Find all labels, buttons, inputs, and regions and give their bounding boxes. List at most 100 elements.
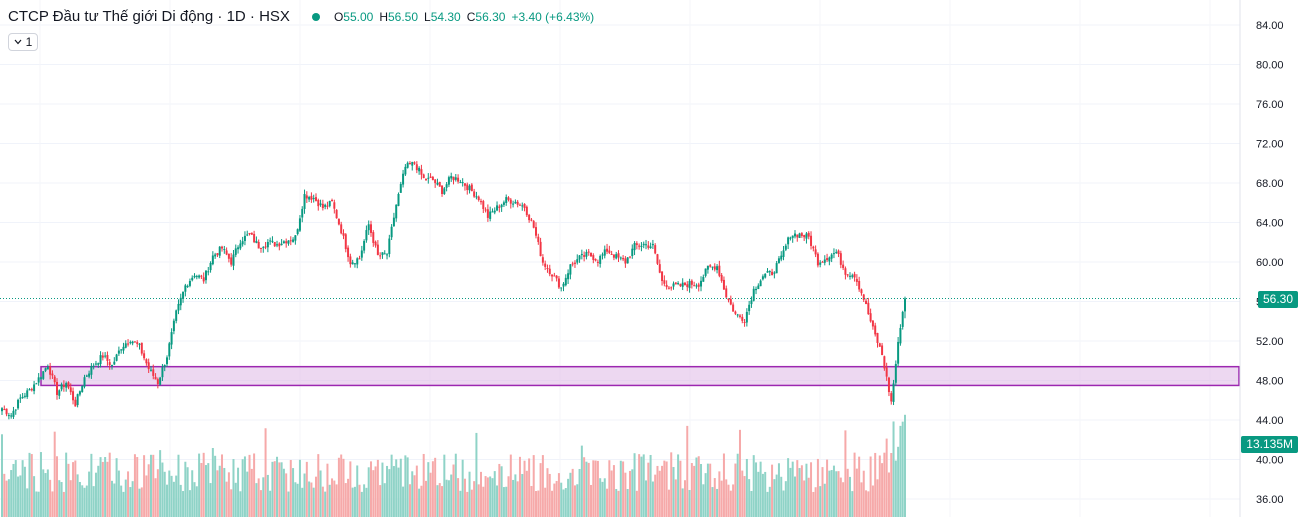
volume-bar [7, 479, 10, 517]
volume-bar [443, 454, 446, 517]
volume-bar [353, 486, 356, 517]
candle-body [358, 258, 361, 260]
volume-bar [475, 432, 478, 517]
candle-body [904, 298, 906, 312]
volume-bar [363, 484, 366, 517]
collapse-indicators-button[interactable]: 1 [8, 33, 38, 51]
candle-body [507, 197, 510, 200]
candle-body [736, 314, 739, 316]
volume-bar [571, 468, 574, 517]
candle-body [60, 384, 63, 390]
candle-body [271, 240, 274, 242]
candle-body [420, 169, 423, 175]
low-value: 54.30 [430, 9, 461, 24]
candle-body [480, 201, 483, 203]
volume-bar [237, 467, 240, 517]
candle-body [743, 321, 746, 323]
volume-bar [622, 461, 625, 517]
volume-bar [113, 483, 116, 517]
candle-body [395, 204, 398, 219]
volume-bar [436, 485, 439, 517]
candle-body [113, 361, 116, 365]
candle-body [154, 376, 157, 380]
volume-bar [608, 460, 611, 517]
candle-body [349, 256, 352, 265]
volume-bar [17, 476, 20, 517]
volume-bar [438, 483, 441, 517]
candle-body [569, 264, 572, 275]
volume-bar [115, 458, 118, 517]
candle-body [528, 214, 531, 221]
candle-body [663, 280, 666, 284]
volume-bar [498, 463, 501, 517]
price-axis[interactable]: 84.0080.0076.0072.0068.0064.0060.0056.00… [1239, 0, 1284, 517]
volume-bar [555, 480, 558, 517]
candle-body [711, 266, 714, 268]
volume-bar [823, 483, 826, 517]
candle-body [640, 245, 643, 247]
volume-bar [404, 455, 407, 517]
volume-bar [899, 425, 902, 517]
candle-body [745, 311, 748, 323]
candle-body [10, 415, 13, 417]
volume-bar [28, 452, 31, 517]
candle-body [413, 162, 416, 164]
volume-bar [812, 491, 815, 517]
candle-body [702, 276, 705, 282]
volume-bar [202, 452, 205, 517]
candle-body [99, 355, 102, 365]
volume-bar [349, 461, 352, 517]
candle-body [76, 394, 79, 406]
candle-body [3, 409, 6, 411]
volume-bar [108, 452, 111, 517]
volume-bar [470, 489, 473, 517]
candle-body [635, 243, 638, 245]
candle-body [672, 283, 675, 287]
candle-body [642, 243, 645, 246]
candle-body [262, 247, 265, 249]
volume-bar [755, 462, 758, 517]
volume-bar [601, 481, 604, 517]
candle-body [835, 251, 838, 253]
candle-body [232, 254, 235, 266]
volume-bar [509, 454, 512, 517]
candle-body [468, 185, 471, 191]
volume-bar [521, 474, 524, 517]
candle-body [722, 279, 725, 290]
candle-body [427, 177, 430, 179]
volume-bar [567, 478, 570, 517]
candle-body [892, 383, 895, 402]
volume-bar [599, 478, 602, 517]
candle-body [163, 365, 166, 367]
volume-bar [615, 488, 618, 517]
volume-bar [734, 463, 737, 517]
candle-body [168, 343, 171, 357]
candle-body [670, 287, 673, 289]
candle-body [844, 268, 847, 275]
volume-bar [805, 463, 808, 517]
candle-body [33, 384, 36, 392]
candle-body [523, 203, 526, 208]
low-label: L [424, 9, 431, 24]
volume-bar [748, 479, 751, 517]
candle-body [874, 325, 877, 335]
candle-body [69, 387, 72, 393]
volume-bar [35, 491, 38, 517]
candle-body [789, 237, 792, 239]
candle-body [826, 258, 829, 261]
volume-bar [562, 489, 565, 517]
chevron-down-icon [14, 39, 22, 45]
volume-bar [154, 478, 157, 517]
candle-body [791, 235, 794, 238]
candle-body [777, 258, 780, 263]
candle-body [658, 264, 661, 273]
volume-bar [133, 454, 136, 517]
candle-body [117, 350, 120, 354]
volume-bar [489, 476, 492, 517]
volume-bar [422, 453, 425, 517]
candle-body [129, 342, 132, 344]
candle-body [122, 346, 125, 351]
candle-body [19, 397, 22, 399]
candle-body [755, 288, 758, 291]
